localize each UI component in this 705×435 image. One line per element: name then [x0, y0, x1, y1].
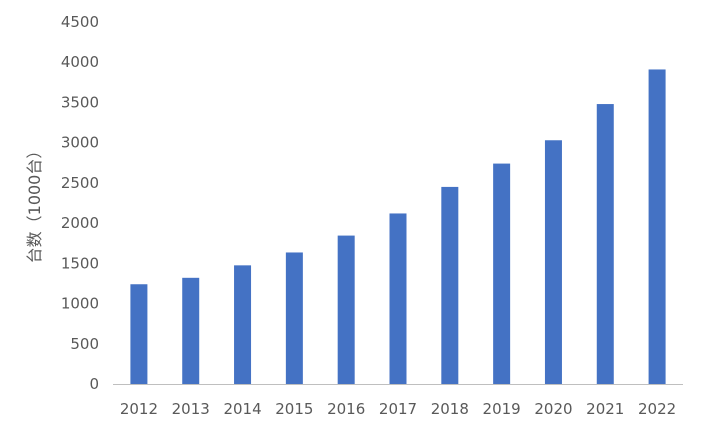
bar-2022 [648, 69, 666, 384]
y-tick-label: 3000 [61, 134, 99, 152]
y-tick-label: 2500 [61, 174, 99, 192]
bar-2015 [285, 252, 303, 384]
bar-2020 [544, 140, 562, 384]
bar-2019 [493, 163, 511, 384]
bar-2014 [234, 265, 252, 384]
x-tick-label: 2021 [586, 400, 624, 418]
y-tick-label: 0 [89, 375, 99, 393]
x-axis-tick-labels: 2012 2013 2014 2015 2016 2017 2018 2019 2020 2021… [120, 400, 676, 418]
x-tick-label: 2018 [431, 400, 469, 418]
y-tick-label: 500 [70, 335, 99, 353]
x-tick-label: 2014 [223, 400, 261, 418]
x-tick-label: 2015 [275, 400, 313, 418]
bar-2012 [130, 284, 148, 384]
y-axis-tick-labels: 0 500 1000 1500 2000 2500 3000 3500 4000 4500 [61, 13, 99, 393]
x-tick-label: 2020 [534, 400, 572, 418]
bar-2016 [337, 235, 355, 384]
y-tick-label: 2000 [61, 214, 99, 232]
bar-2018 [441, 186, 459, 384]
x-tick-label: 2012 [120, 400, 158, 418]
y-axis-title: 台数（1000台） [25, 143, 44, 264]
bar-2017 [389, 213, 407, 384]
x-tick-label: 2022 [638, 400, 676, 418]
bar-2021 [596, 104, 614, 384]
y-tick-label: 4500 [61, 13, 99, 31]
x-tick-label: 2013 [172, 400, 210, 418]
y-tick-label: 3500 [61, 93, 99, 111]
x-tick-label: 2017 [379, 400, 417, 418]
x-tick-label: 2019 [483, 400, 521, 418]
bar-2013 [182, 277, 200, 384]
bars-group [130, 69, 666, 384]
y-tick-label: 1500 [61, 254, 99, 272]
x-tick-label: 2016 [327, 400, 365, 418]
y-tick-label: 4000 [61, 53, 99, 71]
y-tick-label: 1000 [61, 295, 99, 313]
